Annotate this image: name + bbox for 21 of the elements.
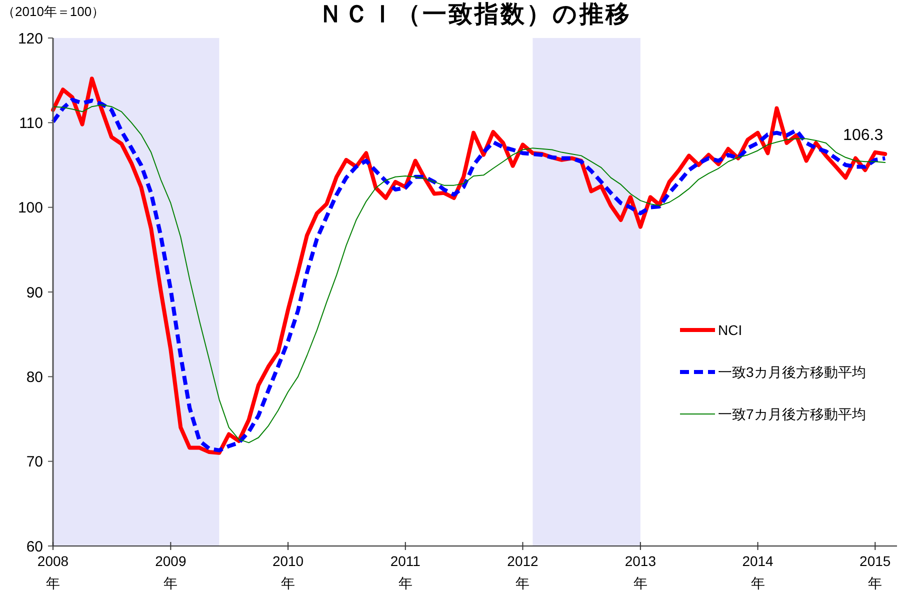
legend-label: NCI bbox=[718, 322, 742, 338]
y-tick-label: 70 bbox=[26, 454, 43, 471]
x-tick-label: 2009 年 bbox=[155, 553, 186, 591]
y-tick-label: 60 bbox=[26, 538, 43, 556]
y-tick-label: 120 bbox=[18, 30, 43, 48]
x-tick-label: 2008 年 bbox=[37, 553, 69, 591]
y-tick-label: 90 bbox=[26, 284, 43, 302]
chart-title: ＮＣＩ（一致指数）の推移 bbox=[318, 1, 632, 28]
x-tick-label: 2015 年 bbox=[860, 553, 891, 591]
x-tick-label: 2013 年 bbox=[624, 553, 656, 591]
x-tick-label: 2012 年 bbox=[507, 553, 539, 591]
x-tick-label: 2010 年 bbox=[272, 553, 304, 591]
y-tick-label: 100 bbox=[18, 200, 43, 217]
y-tick-label: 110 bbox=[19, 114, 43, 132]
x-tick-label: 2014 年 bbox=[742, 553, 774, 591]
annotation: 106.3 bbox=[843, 126, 884, 144]
y-tick-label: 80 bbox=[26, 368, 43, 386]
y-axis-title: （2010年＝100） bbox=[2, 4, 105, 19]
legend-label: 一致7カ月後方移動平均 bbox=[718, 406, 866, 422]
legend-label: 一致3カ月後方移動平均 bbox=[718, 364, 866, 380]
x-tick-label: 2011 年 bbox=[390, 553, 421, 591]
